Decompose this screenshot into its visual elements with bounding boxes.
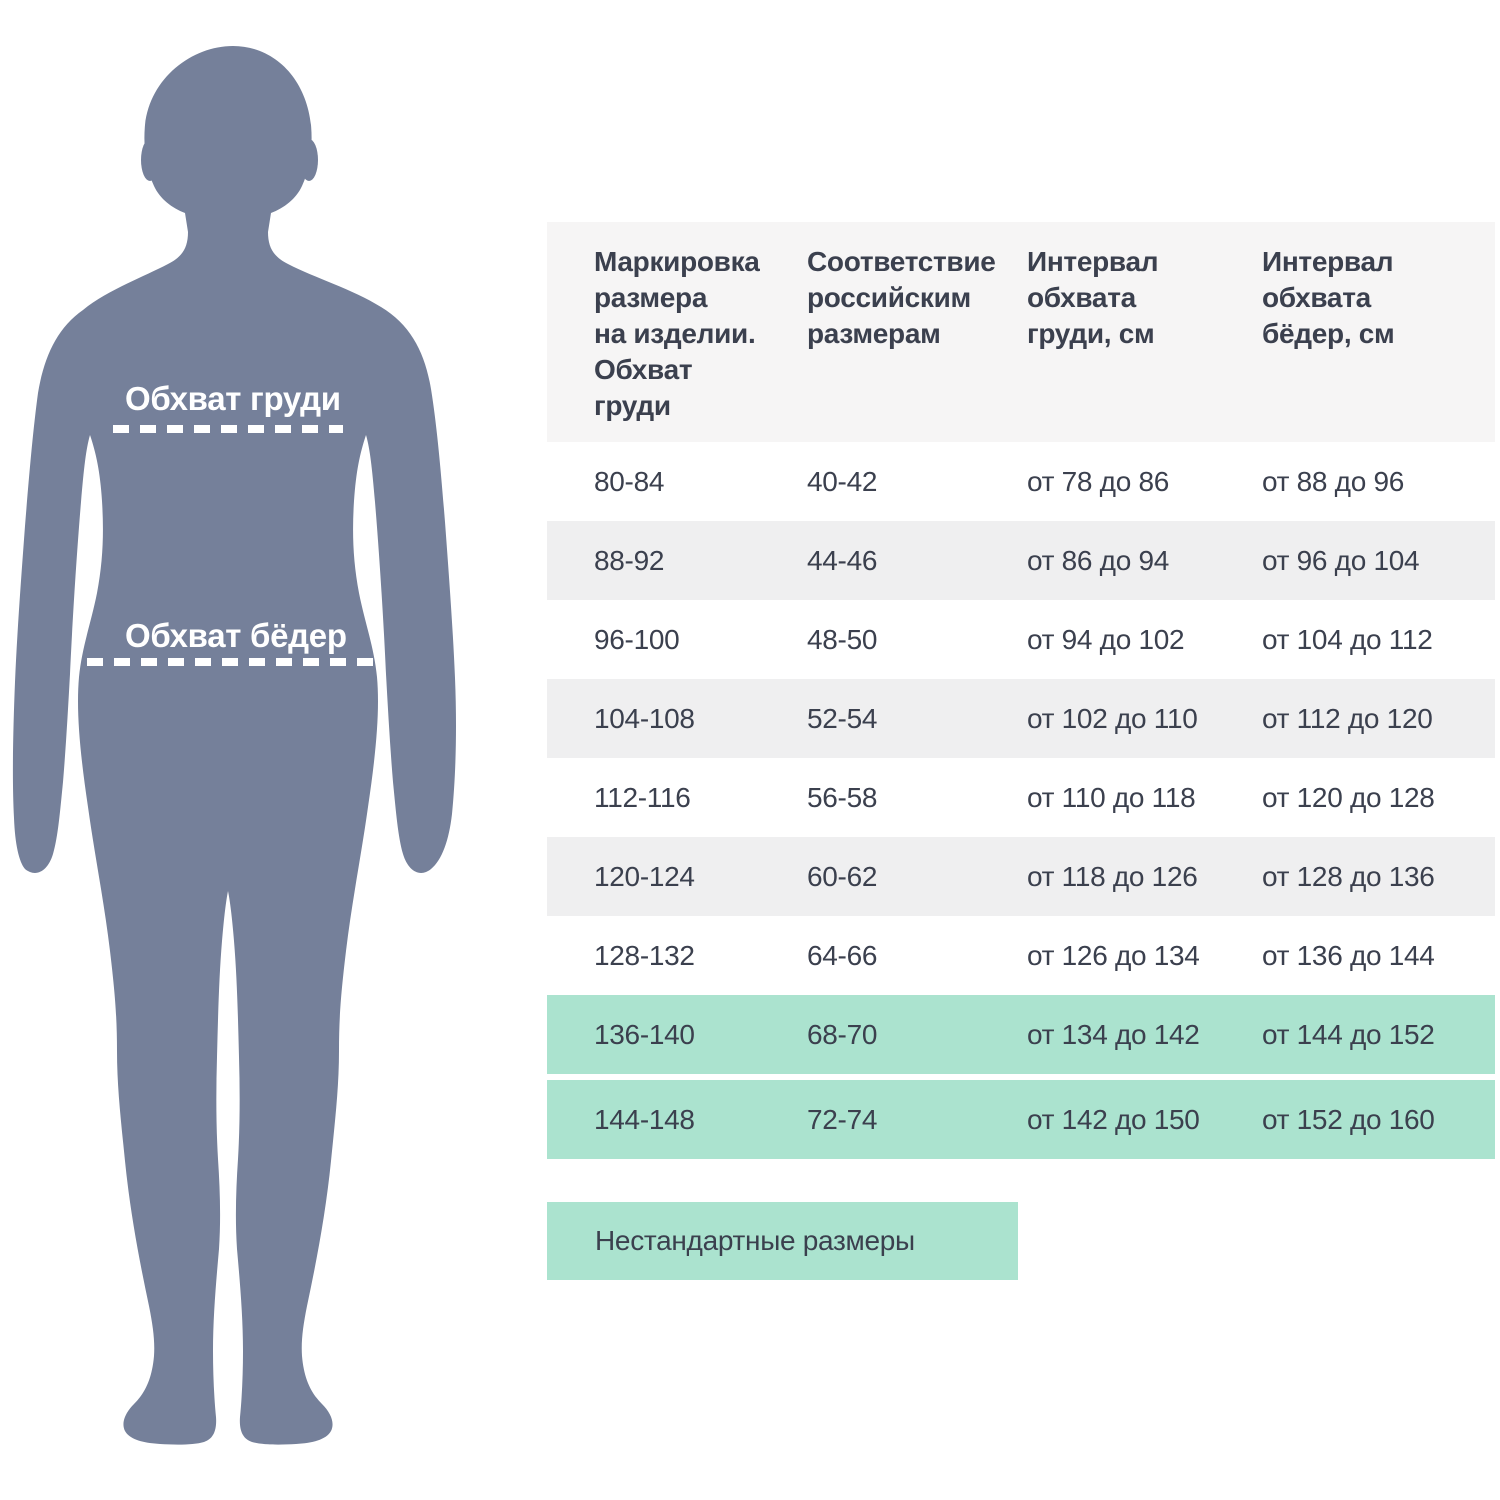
table-row: 144-148 72-74 от 142 до 150 от 152 до 160 <box>547 1080 1495 1159</box>
size-table: Маркировка размера на изделии. Обхват гр… <box>547 222 1495 1159</box>
table-cell: от 94 до 102 <box>1027 623 1185 655</box>
table-cell: 112-116 <box>594 781 691 813</box>
table-cell: от 136 до 144 <box>1262 939 1435 971</box>
body-outline <box>12 46 457 1445</box>
table-cell: 120-124 <box>594 860 695 892</box>
table-cell: от 134 до 142 <box>1027 1018 1200 1050</box>
table-cell: 52-54 <box>807 702 878 734</box>
table-row: 128-132 64-66 от 126 до 134 от 136 до 144 <box>547 916 1495 995</box>
hips-measure-label: Обхват бёдер <box>125 617 347 654</box>
header-hips-interval: Интервал обхвата бёдер, см <box>1262 246 1395 349</box>
table-row: 96-100 48-50 от 94 до 102 от 104 до 112 <box>547 600 1495 679</box>
table-cell: 136-140 <box>594 1018 695 1050</box>
table-body: 80-84 40-42 от 78 до 86 от 88 до 96 88-92 44-… <box>547 442 1495 1159</box>
table-cell: от 142 до 150 <box>1027 1103 1200 1135</box>
header-russian-sizes: Соответствие российским размерам <box>807 246 996 349</box>
table-cell: от 78 до 86 <box>1027 465 1170 497</box>
table-row: 112-116 56-58 от 110 до 118 от 120 до 128 <box>547 758 1495 837</box>
header-size-marking: Маркировка размера на изделии. Обхват гр… <box>594 246 760 421</box>
table-cell: 88-92 <box>594 544 665 576</box>
table-cell: 104-108 <box>594 702 695 734</box>
table-cell: 96-100 <box>594 623 680 655</box>
table-cell: от 96 до 104 <box>1262 544 1420 576</box>
nonstandard-sizes-legend: Нестандартные размеры <box>547 1202 1018 1280</box>
table-cell: от 88 до 96 <box>1262 465 1405 497</box>
table-cell: 56-58 <box>807 781 878 813</box>
table-cell: от 118 до 126 <box>1027 860 1198 892</box>
table-cell: от 120 до 128 <box>1262 781 1435 813</box>
table-row: 104-108 52-54 от 102 до 110 от 112 до 120 <box>547 679 1495 758</box>
table-cell: от 102 до 110 <box>1027 702 1198 734</box>
table-cell: 144-148 <box>594 1103 695 1135</box>
table-cell: от 86 до 94 <box>1027 544 1170 576</box>
table-cell: от 126 до 134 <box>1027 939 1200 971</box>
table-cell: 80-84 <box>594 465 665 497</box>
table-cell: 60-62 <box>807 860 878 892</box>
table-cell: 48-50 <box>807 623 878 655</box>
table-cell: 64-66 <box>807 939 878 971</box>
table-row: 80-84 40-42 от 78 до 86 от 88 до 96 <box>547 442 1495 521</box>
table-cell: от 112 до 120 <box>1262 702 1433 734</box>
table-cell: 72-74 <box>807 1103 878 1135</box>
table-cell: от 104 до 112 <box>1262 623 1433 655</box>
table-row: 136-140 68-70 от 134 до 142 от 144 до 152 <box>547 995 1495 1074</box>
table-cell: 40-42 <box>807 465 878 497</box>
chest-measure-label: Обхват груди <box>125 380 341 417</box>
table-cell: от 152 до 160 <box>1262 1103 1435 1135</box>
header-chest-interval: Интервал обхвата груди, см <box>1027 246 1159 349</box>
table-row: 88-92 44-46 от 86 до 94 от 96 до 104 <box>547 521 1495 600</box>
table-cell: от 110 до 118 <box>1027 781 1196 813</box>
table-cell: 44-46 <box>807 544 878 576</box>
female-body-silhouette <box>12 46 457 1445</box>
table-header-row: Маркировка размера на изделии. Обхват гр… <box>547 222 1495 442</box>
table-cell: 128-132 <box>594 939 695 971</box>
table-cell: от 128 до 136 <box>1262 860 1435 892</box>
table-cell: 68-70 <box>807 1018 878 1050</box>
table-cell: от 144 до 152 <box>1262 1018 1435 1050</box>
table-row: 120-124 60-62 от 118 до 126 от 128 до 136 <box>547 837 1495 916</box>
legend-label: Нестандартные размеры <box>595 1225 915 1256</box>
